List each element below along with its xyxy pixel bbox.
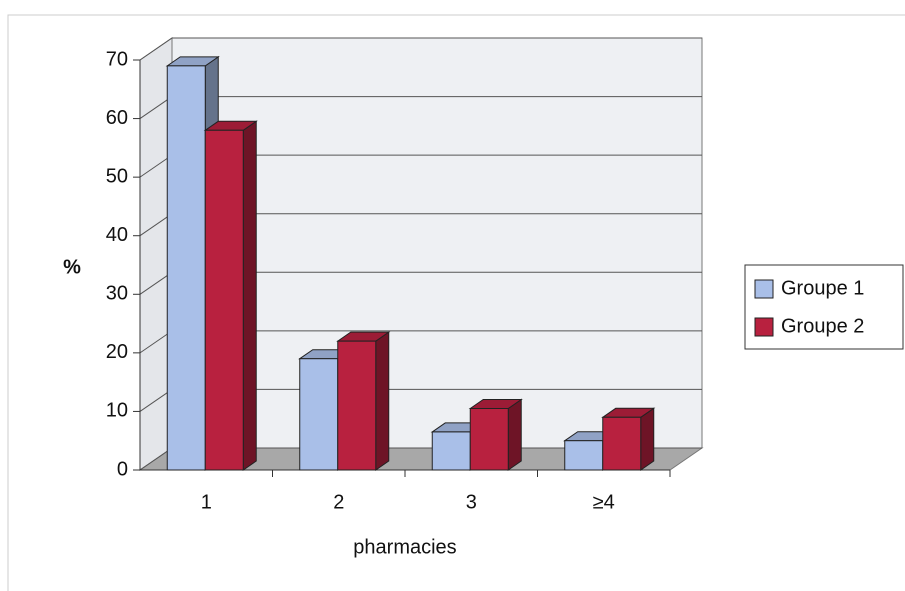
bar xyxy=(337,340,377,471)
x-tick-label: 1 xyxy=(201,491,212,513)
legend-label: Groupe 2 xyxy=(781,315,864,337)
grid-line xyxy=(139,213,173,237)
y-tick-label: 60 xyxy=(106,107,128,129)
bar xyxy=(602,416,642,471)
grid-line xyxy=(139,37,173,61)
legend-swatch xyxy=(754,317,774,337)
x-tick-label: 2 xyxy=(333,491,344,513)
bar-side xyxy=(375,331,390,471)
y-tick-label: 50 xyxy=(106,165,128,187)
legend-label: Groupe 1 xyxy=(781,277,864,299)
grid-line xyxy=(139,96,173,119)
x-tick-label: ≥4 xyxy=(593,491,615,513)
y-tick-label: 30 xyxy=(106,283,128,305)
bar-side xyxy=(640,407,655,471)
bar xyxy=(564,440,604,471)
y-axis-label: % xyxy=(63,256,81,278)
grid-line xyxy=(139,389,173,412)
y-tick-label: 70 xyxy=(106,48,128,70)
grid-line xyxy=(139,271,173,295)
bar xyxy=(204,129,244,471)
bar xyxy=(166,65,206,471)
x-tick-label: 3 xyxy=(466,491,477,513)
bar-side xyxy=(507,398,522,471)
grid-line xyxy=(139,154,173,178)
y-tick-label: 20 xyxy=(106,341,128,363)
x-axis-label: pharmacies xyxy=(353,536,456,558)
grid-line xyxy=(139,447,173,471)
bar xyxy=(431,431,471,471)
y-tick-label: 40 xyxy=(106,224,128,246)
y-tick-label: 0 xyxy=(117,458,128,480)
bar-side xyxy=(242,120,257,471)
bar xyxy=(469,408,509,471)
legend-swatch xyxy=(754,279,774,299)
bar xyxy=(299,358,339,471)
grid-line xyxy=(139,330,173,354)
y-tick-label: 10 xyxy=(106,400,128,422)
